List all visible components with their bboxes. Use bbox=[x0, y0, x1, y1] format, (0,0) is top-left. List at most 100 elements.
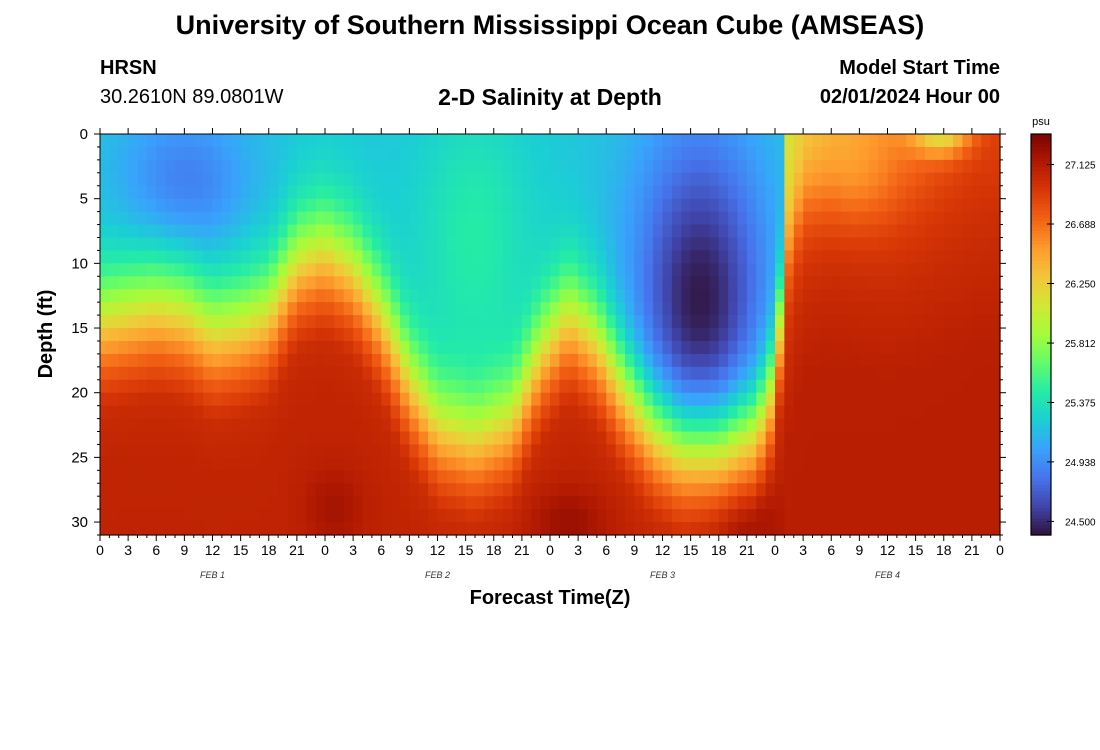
heatmap-cell bbox=[718, 353, 729, 368]
heatmap-cell bbox=[915, 522, 926, 536]
heatmap-cell bbox=[746, 457, 757, 471]
heatmap-cell bbox=[850, 496, 860, 510]
heatmap-cell bbox=[606, 250, 617, 264]
heatmap-cell bbox=[268, 431, 279, 446]
heatmap-cell bbox=[803, 379, 814, 394]
heatmap-cell bbox=[381, 211, 392, 226]
heatmap-cell bbox=[775, 237, 785, 252]
heatmap-cell bbox=[193, 431, 204, 446]
heatmap-cell bbox=[540, 405, 551, 420]
heatmap-cell bbox=[634, 379, 645, 394]
heatmap-cell bbox=[559, 470, 570, 484]
heatmap-cell bbox=[428, 172, 439, 187]
heatmap-cell bbox=[231, 302, 242, 316]
heatmap-cell bbox=[221, 211, 232, 226]
colorbar-segment bbox=[1031, 200, 1051, 205]
heatmap-cell bbox=[718, 237, 729, 252]
x-tick-label: 0 bbox=[996, 542, 1004, 558]
heatmap-cell bbox=[175, 444, 185, 458]
heatmap-cell bbox=[765, 134, 776, 148]
heatmap-cell bbox=[615, 172, 626, 187]
heatmap-cell bbox=[400, 418, 410, 433]
heatmap-cell bbox=[437, 483, 448, 497]
heatmap-cell bbox=[793, 289, 804, 303]
heatmap-cell bbox=[175, 366, 185, 381]
heatmap-cell bbox=[559, 172, 570, 187]
heatmap-cell bbox=[128, 522, 139, 536]
heatmap-cell bbox=[737, 224, 748, 239]
heatmap-cell bbox=[550, 328, 560, 342]
heatmap-cell bbox=[343, 522, 354, 536]
heatmap-cell bbox=[840, 509, 851, 523]
heatmap-cell bbox=[990, 328, 1001, 342]
heatmap-cell bbox=[381, 315, 392, 329]
heatmap-cell bbox=[353, 470, 364, 484]
heatmap-cell bbox=[831, 172, 842, 187]
heatmap-cell bbox=[343, 444, 354, 458]
heatmap-cell bbox=[690, 340, 701, 355]
heatmap-cell bbox=[475, 470, 485, 484]
heatmap-cell bbox=[887, 328, 898, 342]
colorbar-segment bbox=[1031, 307, 1051, 312]
heatmap-cell bbox=[746, 418, 757, 433]
heatmap-cell bbox=[690, 496, 701, 510]
heatmap-cell bbox=[503, 250, 514, 264]
heatmap-cell bbox=[737, 263, 748, 277]
heatmap-cell bbox=[728, 159, 739, 174]
heatmap-cell bbox=[165, 263, 176, 277]
heatmap-cell bbox=[240, 470, 251, 484]
heatmap-cell bbox=[325, 496, 335, 510]
heatmap-cell bbox=[409, 328, 420, 342]
heatmap-cell bbox=[371, 224, 382, 239]
heatmap-cell bbox=[803, 302, 814, 316]
heatmap-cell bbox=[484, 509, 495, 523]
heatmap-cell bbox=[728, 457, 739, 471]
heatmap-cell bbox=[812, 509, 823, 523]
heatmap-cell bbox=[906, 366, 917, 381]
heatmap-cell bbox=[100, 146, 110, 161]
heatmap-cell bbox=[268, 172, 279, 187]
heatmap-cell bbox=[803, 224, 814, 239]
heatmap-cell bbox=[803, 340, 814, 355]
heatmap-cell bbox=[784, 431, 795, 446]
heatmap-cell bbox=[100, 315, 110, 329]
heatmap-cell bbox=[334, 328, 345, 342]
heatmap-cell bbox=[437, 146, 448, 161]
heatmap-cell bbox=[850, 315, 860, 329]
heatmap-cell bbox=[118, 250, 129, 264]
heatmap-cell bbox=[653, 250, 664, 264]
heatmap-cell bbox=[671, 418, 682, 433]
heatmap-cell bbox=[859, 418, 870, 433]
heatmap-cell bbox=[325, 405, 335, 420]
heatmap-cell bbox=[428, 457, 439, 471]
heatmap-cell bbox=[793, 509, 804, 523]
heatmap-cell bbox=[568, 185, 579, 200]
heatmap-cell bbox=[278, 302, 289, 316]
x-tick-label: 6 bbox=[377, 542, 385, 558]
heatmap-cell bbox=[775, 159, 785, 174]
heatmap-cell bbox=[175, 353, 185, 368]
heatmap-cell bbox=[578, 237, 589, 252]
heatmap-cell bbox=[925, 198, 935, 213]
heatmap-cell bbox=[756, 496, 767, 510]
heatmap-cell bbox=[475, 483, 485, 497]
heatmap-cell bbox=[531, 263, 542, 277]
heatmap-cell bbox=[625, 340, 635, 355]
heatmap-cell bbox=[831, 457, 842, 471]
heatmap-cell bbox=[221, 224, 232, 239]
heatmap-cell bbox=[943, 366, 954, 381]
colorbar-tick-label: 25.812 bbox=[1065, 339, 1096, 350]
heatmap-cell bbox=[503, 431, 514, 446]
heatmap-cell bbox=[165, 172, 176, 187]
heatmap-cell bbox=[887, 276, 898, 290]
heatmap-cell bbox=[775, 263, 785, 277]
heatmap-cell bbox=[812, 172, 823, 187]
heatmap-cell bbox=[568, 431, 579, 446]
heatmap-cell bbox=[287, 444, 298, 458]
heatmap-cell bbox=[962, 302, 973, 316]
heatmap-cell bbox=[990, 263, 1001, 277]
heatmap-cell bbox=[212, 289, 223, 303]
heatmap-cell bbox=[971, 444, 982, 458]
colorbar-segment bbox=[1031, 167, 1051, 172]
heatmap-cell bbox=[943, 159, 954, 174]
